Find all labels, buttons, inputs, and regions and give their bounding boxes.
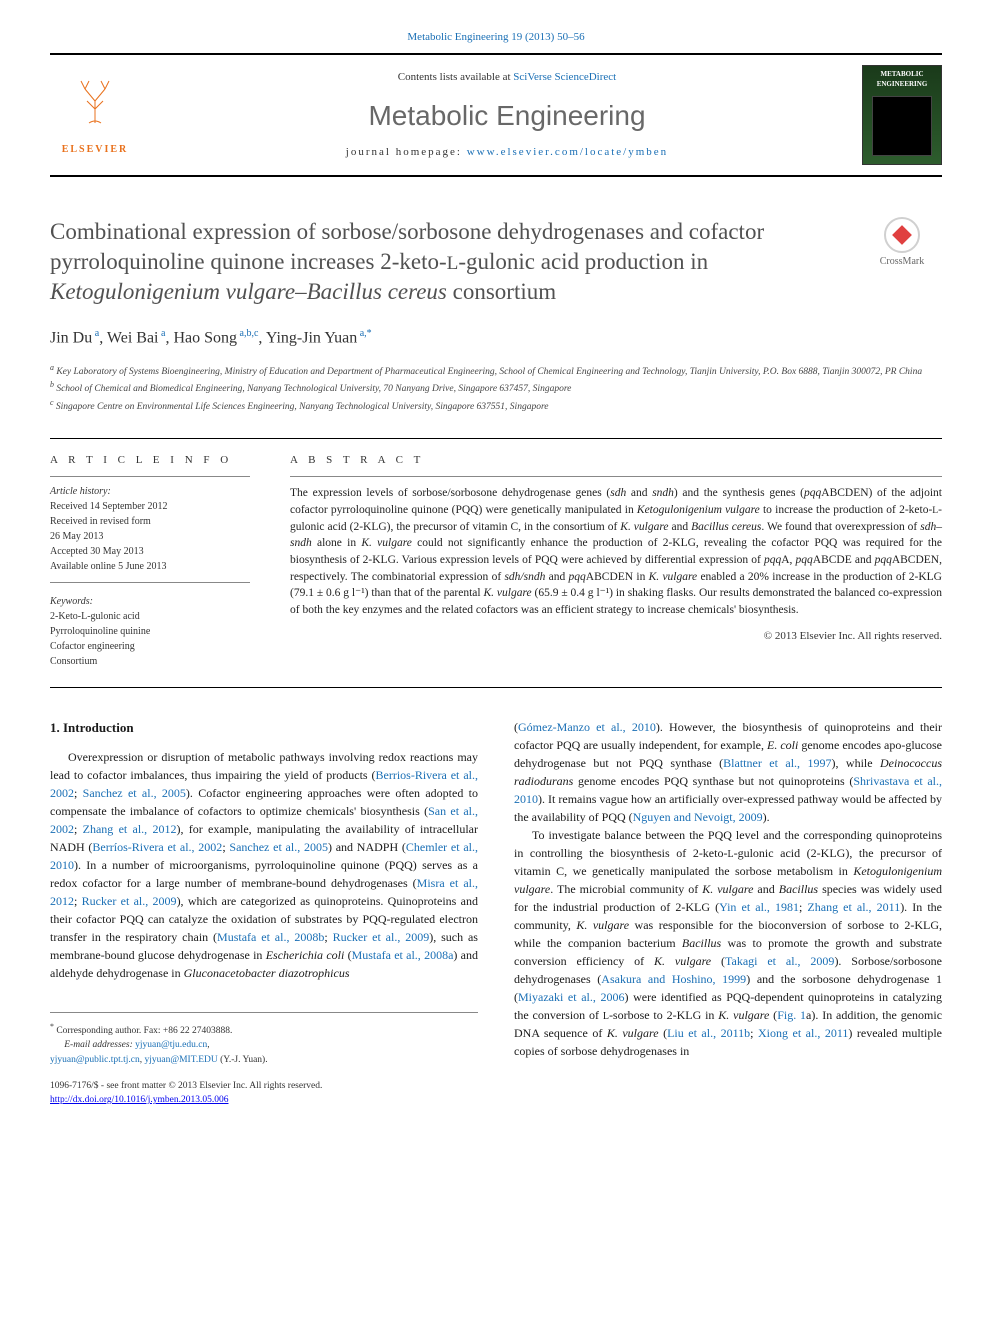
- author: Wei Bai: [107, 329, 159, 346]
- body-column-right: (Gómez-Manzo et al., 2010). However, the…: [514, 718, 942, 1107]
- citation-link[interactable]: Yin et al., 1981: [719, 900, 799, 914]
- crossmark-icon: [884, 217, 920, 253]
- keyword: Consortium: [50, 654, 250, 669]
- citation-link[interactable]: Miyazaki et al., 2006: [518, 990, 624, 1004]
- divider: [50, 582, 250, 583]
- author: Ying-Jin Yuan: [266, 329, 357, 346]
- email-link[interactable]: yjyuan@tju.edu.cn: [135, 1040, 207, 1050]
- citation-link[interactable]: Rucker et al., 2009: [333, 930, 430, 944]
- citation-link[interactable]: Zhang et al., 2011: [807, 900, 900, 914]
- citation-link[interactable]: Berríos-Rivera et al., 2002: [92, 840, 222, 854]
- section-heading: 1. Introduction: [50, 718, 478, 738]
- body-paragraph: To investigate balance between the PQQ l…: [514, 826, 942, 1060]
- masthead: ELSEVIER Contents lists available at Sci…: [50, 53, 942, 177]
- elsevier-tree-icon: [67, 73, 123, 147]
- article-info-heading: A R T I C L E I N F O: [50, 453, 250, 468]
- author-affil-sup: a,b,c: [237, 328, 258, 339]
- doi-link[interactable]: http://dx.doi.org/10.1016/j.ymben.2013.0…: [50, 1095, 228, 1105]
- abstract-heading: A B S T R A C T: [290, 453, 942, 468]
- email-label: E-mail addresses:: [64, 1040, 135, 1050]
- email-link[interactable]: yjyuan@public.tpt.tj.cn: [50, 1055, 140, 1065]
- body-paragraph: (Gómez-Manzo et al., 2010). However, the…: [514, 718, 942, 826]
- citation-link[interactable]: Zhang et al., 2012: [83, 822, 177, 836]
- citation-link[interactable]: Takagi et al., 2009: [725, 954, 834, 968]
- author-list: Jin Du a, Wei Bai a, Hao Song a,b,c, Yin…: [50, 327, 942, 350]
- citation-link[interactable]: Liu et al., 2011b: [667, 1026, 750, 1040]
- article-title: Combinational expression of sorbose/sorb…: [50, 217, 842, 307]
- sciencedirect-link[interactable]: SciVerse ScienceDirect: [513, 71, 616, 83]
- footnotes: * Corresponding author. Fax: +86 22 2740…: [50, 1012, 478, 1067]
- history-line: Received 14 September 2012: [50, 499, 250, 514]
- history-line: Received in revised form: [50, 514, 250, 529]
- citation-link[interactable]: Nguyen and Nevoigt, 2009: [633, 810, 763, 824]
- citation-link[interactable]: Sanchez et al., 2005: [83, 786, 186, 800]
- author-affil-sup: a,*: [357, 328, 371, 339]
- journal-name: Metabolic Engineering: [152, 96, 862, 135]
- article-info-sidebar: A R T I C L E I N F O Article history: R…: [50, 453, 250, 669]
- page-footer: 1096-7176/$ - see front matter © 2013 El…: [50, 1079, 478, 1108]
- author-affil-sup: a: [159, 328, 166, 339]
- history-line: Available online 5 June 2013: [50, 559, 250, 574]
- elsevier-text: ELSEVIER: [62, 143, 129, 157]
- author: Jin Du: [50, 329, 92, 346]
- figure-link[interactable]: Fig. 1: [777, 1008, 806, 1022]
- crossmark-label: CrossMark: [862, 255, 942, 269]
- citation-link[interactable]: Sanchez et al., 2005: [229, 840, 328, 854]
- divider: [290, 476, 942, 477]
- email-link[interactable]: yjyuan@MIT.EDU: [145, 1055, 218, 1065]
- keyword: 2-Keto-L-gulonic acid: [50, 609, 250, 624]
- citation-link[interactable]: Asakura and Hoshino, 1999: [601, 972, 746, 986]
- abstract-block: A B S T R A C T The expression levels of…: [290, 453, 942, 669]
- abstract-copyright: © 2013 Elsevier Inc. All rights reserved…: [290, 629, 942, 644]
- issue-header[interactable]: Metabolic Engineering 19 (2013) 50–56: [50, 30, 942, 45]
- keyword: Pyrroloquinoline quinine: [50, 624, 250, 639]
- cover-title: METABOLIC ENGINEERING: [867, 70, 937, 90]
- homepage-line: journal homepage: www.elsevier.com/locat…: [152, 145, 862, 160]
- journal-cover-thumbnail[interactable]: METABOLIC ENGINEERING: [862, 65, 942, 165]
- keywords-heading: Keywords:: [50, 595, 250, 609]
- citation-link[interactable]: Blattner et al., 1997: [723, 756, 831, 770]
- citation-link[interactable]: Rucker et al., 2009: [82, 894, 177, 908]
- elsevier-logo[interactable]: ELSEVIER: [50, 70, 140, 160]
- history-line: 26 May 2013: [50, 529, 250, 544]
- body-column-left: 1. Introduction Overexpression or disrup…: [50, 718, 478, 1107]
- corresponding-star-icon: *: [367, 328, 372, 339]
- contents-line: Contents lists available at SciVerse Sci…: [152, 70, 862, 85]
- citation-link[interactable]: Xiong et al., 2011: [758, 1026, 848, 1040]
- author: Hao Song: [173, 329, 237, 346]
- divider: [50, 687, 942, 688]
- author-affil-sup: a: [92, 328, 99, 339]
- citation-link[interactable]: Mustafa et al., 2008a: [352, 948, 454, 962]
- body-paragraph: Overexpression or disruption of metaboli…: [50, 748, 478, 982]
- history-heading: Article history:: [50, 485, 250, 499]
- crossmark-widget[interactable]: CrossMark: [862, 217, 942, 269]
- copyright-line: 1096-7176/$ - see front matter © 2013 El…: [50, 1079, 478, 1093]
- citation-link[interactable]: Mustafa et al., 2008b: [217, 930, 324, 944]
- citation-link[interactable]: Gómez-Manzo et al., 2010: [518, 720, 656, 734]
- journal-homepage-link[interactable]: www.elsevier.com/locate/ymben: [467, 146, 668, 158]
- divider: [50, 438, 942, 439]
- corr-author-note: Corresponding author. Fax: +86 22 274038…: [56, 1026, 232, 1036]
- abstract-text: The expression levels of sorbose/sorboso…: [290, 485, 942, 618]
- history-line: Accepted 30 May 2013: [50, 544, 250, 559]
- keyword: Cofactor engineering: [50, 639, 250, 654]
- affiliations: a Key Laboratory of Systems Bioengineeri…: [50, 362, 942, 414]
- divider: [50, 476, 250, 477]
- cover-image-placeholder: [872, 96, 932, 156]
